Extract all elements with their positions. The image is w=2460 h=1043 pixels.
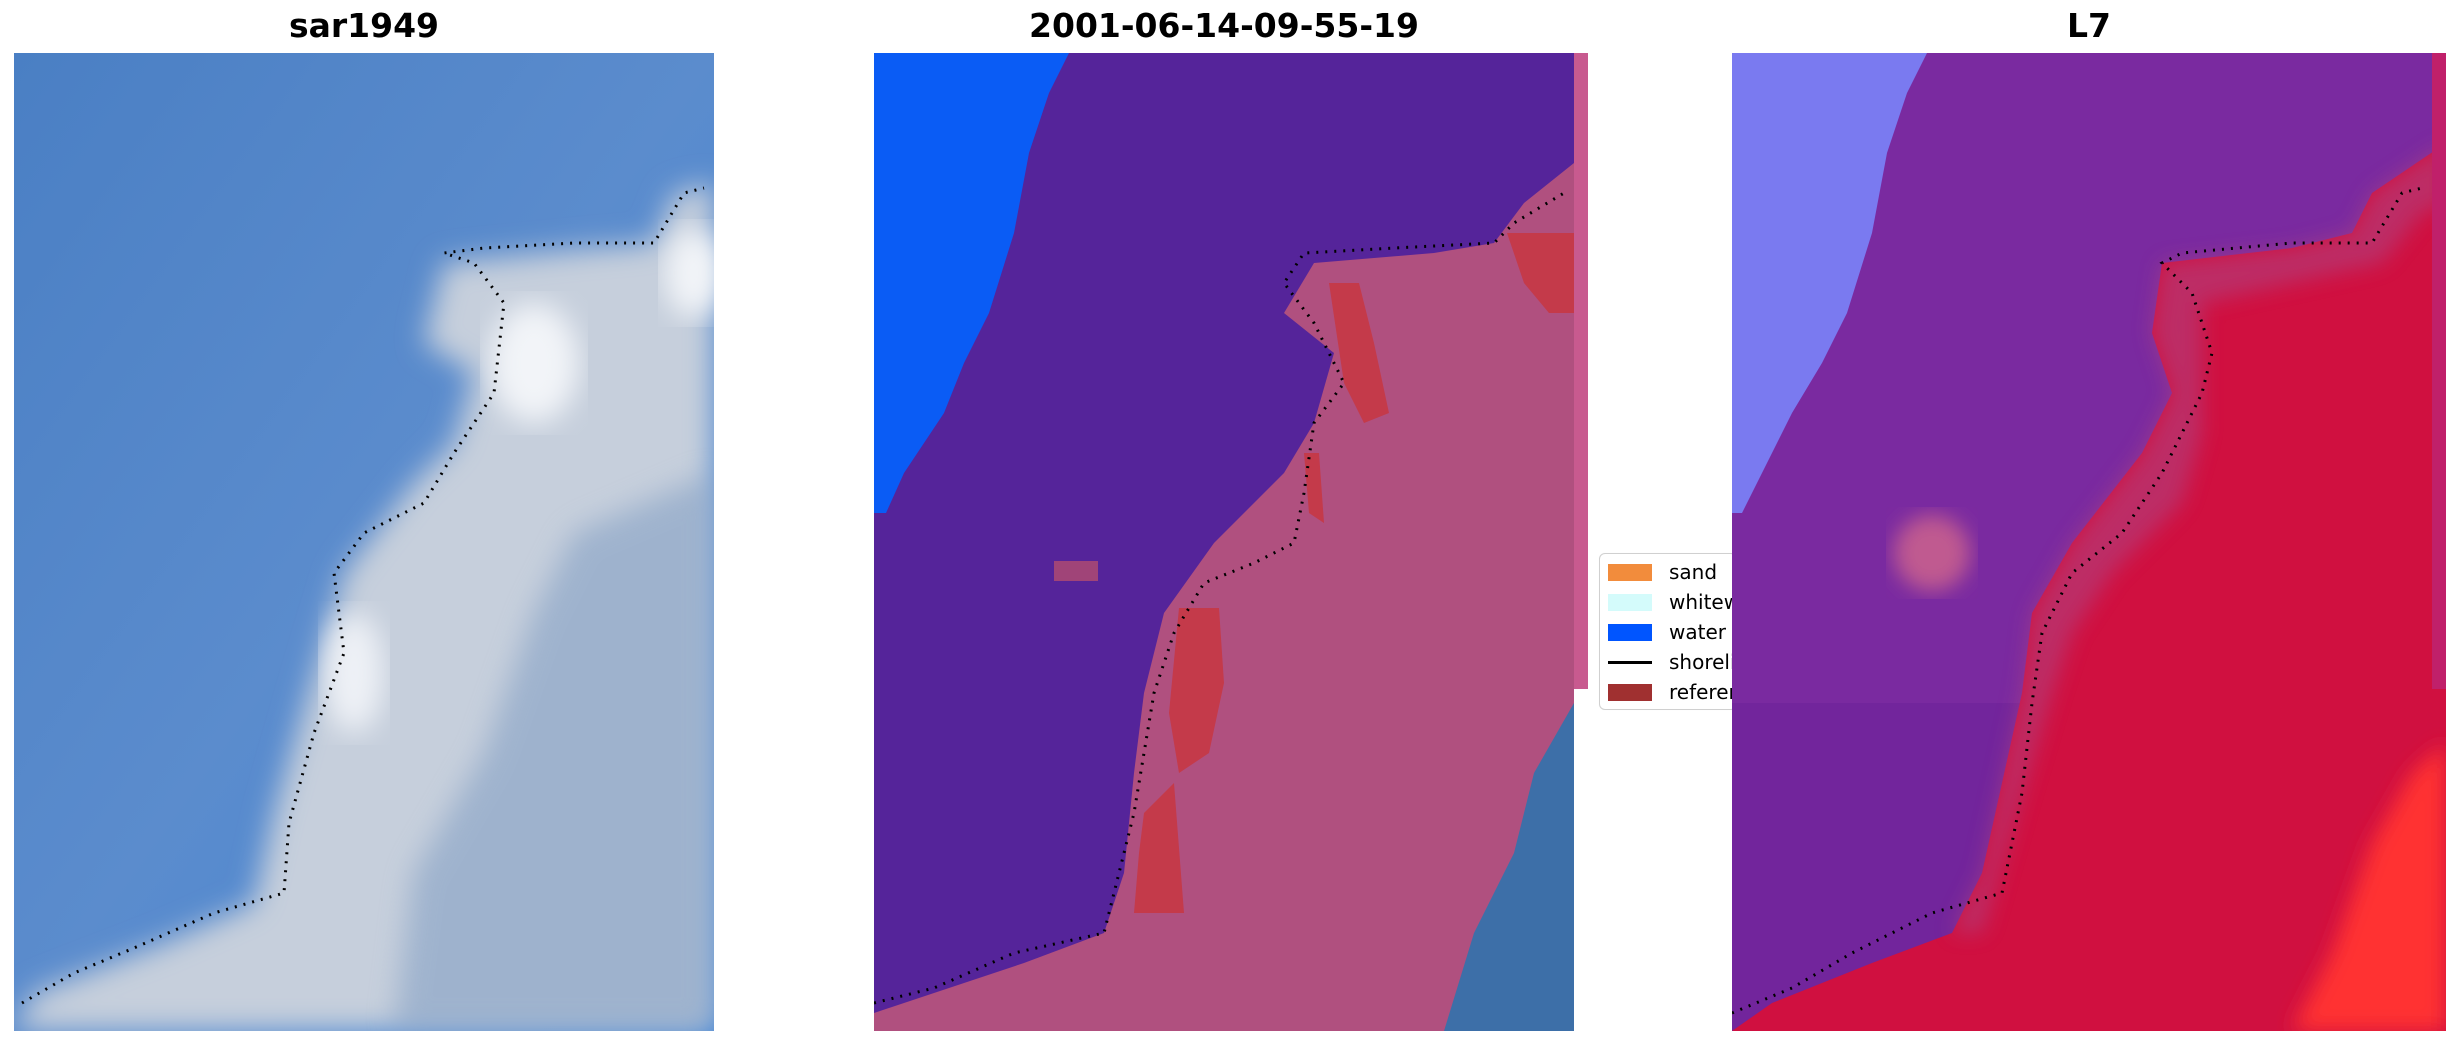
legend-swatch-sand [1608,563,1652,581]
reference-shoreline-patch-3 [1169,608,1224,773]
legend-item-water: water [1608,618,1726,646]
legend-item-shoreline: shoreline [1608,648,1736,676]
legend-label-water: water [1669,620,1726,644]
panel-title-rgb: sar1949 [288,6,440,45]
reference-shoreline-patch-2 [1507,233,1574,313]
index-land-halo [1952,143,2446,933]
legend-item-reference-shoreline: reference shoreline [1608,678,1736,706]
reference-shoreline-patch-1 [1329,283,1389,423]
index-water [1732,53,1927,513]
legend-label-reference-shoreline: reference shoreline [1669,680,1736,704]
shoreline-dots [874,191,1565,1005]
edge-strip [1574,53,1588,689]
legend-swatch-shoreline [1608,660,1652,664]
panel-title-classification: 2001-06-14-09-55-19 [1029,6,1419,45]
legend-swatch-water [1608,623,1652,641]
legend-label-sand: sand [1669,560,1718,584]
legend-swatch-whitewater [1608,593,1652,611]
reference-shoreline-patch-5 [1304,453,1324,523]
rgb-image-panel [14,53,714,1031]
bright-foam-2 [664,228,714,318]
bright-foam-3 [324,613,384,733]
panel-title-index: L7 [2067,6,2111,45]
classified-sea [874,53,1574,1013]
legend-label-shoreline: shoreline [1669,650,1736,674]
legend-item-sand: sand [1608,558,1717,586]
land-texture [394,473,714,1031]
classification-panel [874,53,1588,1031]
islet [1054,561,1098,581]
rgb-water-corner [1444,703,1574,1031]
reference-shoreline-patch-4 [1134,783,1184,913]
legend-swatch-reference-shoreline [1608,683,1652,701]
index-blob [1894,515,1970,591]
water-class [874,53,1069,513]
bright-foam-1 [489,303,579,423]
shoreline-dots [21,186,705,1005]
index-panel [1732,53,2446,1031]
index-edge-strip [2432,53,2446,689]
index-bright-corner [2292,743,2446,1031]
